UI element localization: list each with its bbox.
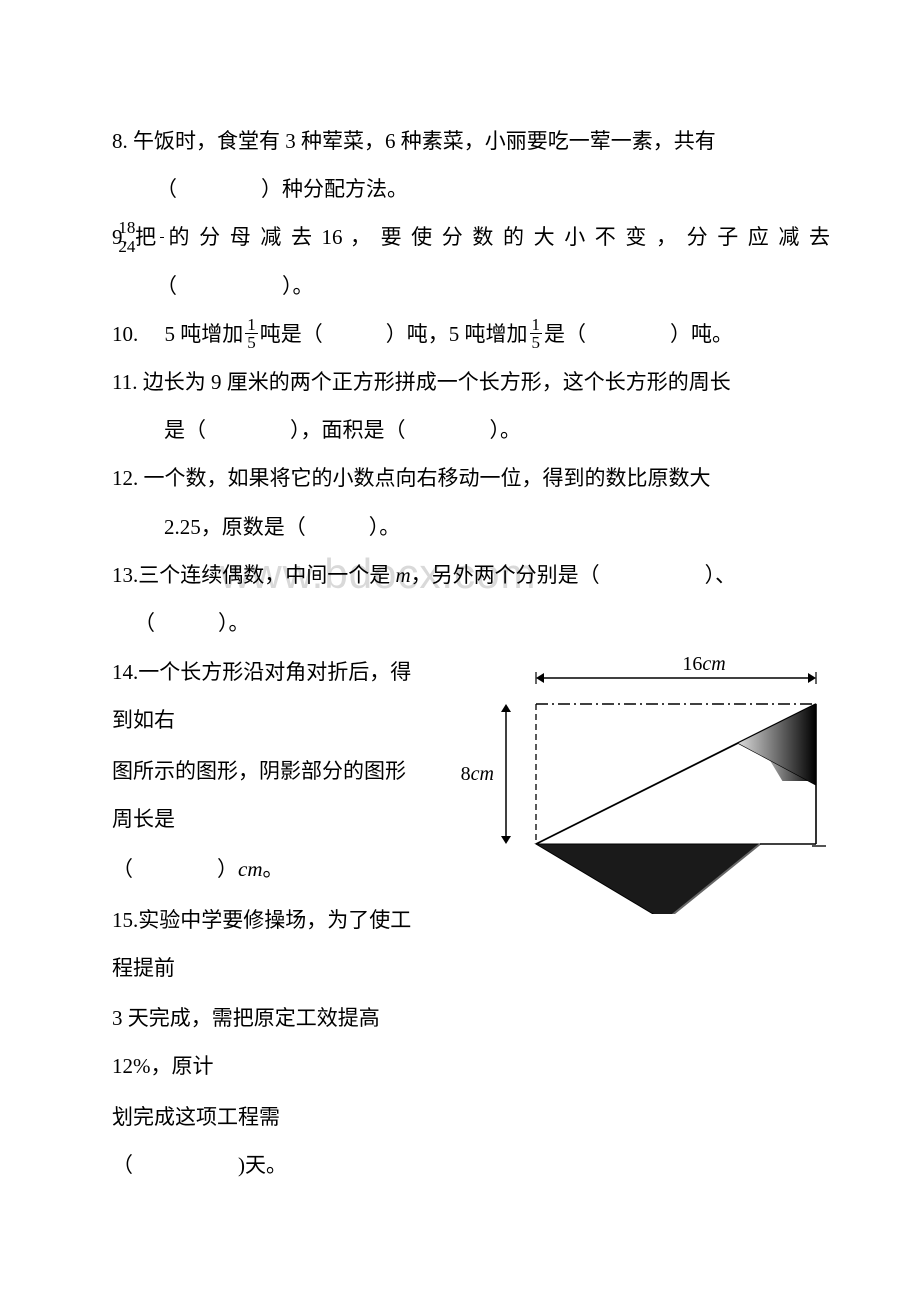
q11-line2-wrap: 是（ ），面积是（ ）。 xyxy=(112,407,830,453)
q9-num: 18 xyxy=(160,219,164,238)
document-body: 8. 午饭时，食堂有 3 种荤菜，6 种素菜，小丽要吃一荤一素，共有 （ ）种分… xyxy=(0,0,920,1191)
q14-cm: cm xyxy=(238,857,263,881)
question-12: 12. 一个数，如果将它的小数点向右移动一位，得到的数比原数大 xyxy=(112,455,830,501)
q9-fraction: 1824 xyxy=(160,219,164,256)
q14-l3a: （ ） xyxy=(112,857,238,881)
q9-b: 的 分 母 减 去 16 ， 要 使 分 数 的 大 小 不 变 ， 分 子 应… xyxy=(166,225,830,249)
q10-frac1: 15 xyxy=(245,316,258,353)
fold-diagram: 16cm 8cm xyxy=(456,654,836,914)
q9-den: 24 xyxy=(160,238,164,256)
q9-line2: （ ）。 xyxy=(156,274,314,298)
question-13: 13.三个连续偶数，中间一个是 m，另外两个分别是（ ）、 xyxy=(112,552,830,598)
q10-c: 是（ ）吨。 xyxy=(544,322,733,346)
q10-frac2: 15 xyxy=(530,316,543,353)
svg-text:8cm: 8cm xyxy=(461,763,494,785)
question-15-l2: 3 天完成，需把原定工效提高 12%，原计 xyxy=(112,994,412,1091)
q11-line1: 11. 边长为 9 厘米的两个正方形拼成一个长方形，这个长方形的周长 xyxy=(112,370,731,394)
q14-q15-text: 14.一个长方形沿对角对折后，得到如右 图所示的图形，阴影部分的图形周长是 （ … xyxy=(112,648,412,1191)
question-15-l3: 划完成这项工程需（ )天。 xyxy=(112,1093,412,1190)
question-8: 8. 午饭时，食堂有 3 种荤菜，6 种素菜，小丽要吃一荤一素，共有 xyxy=(112,118,830,164)
q10-a: 10. 5 吨增加 xyxy=(112,322,243,346)
q12-line2: 2.25，原数是（ ）。 xyxy=(164,515,400,539)
q8-line2: （ ）种分配方法。 xyxy=(156,177,408,201)
question-11: 11. 边长为 9 厘米的两个正方形拼成一个长方形，这个长方形的周长 xyxy=(112,359,830,405)
question-14-l1: 14.一个长方形沿对角对折后，得到如右 xyxy=(112,648,412,745)
q13-m: m xyxy=(396,563,411,587)
q11-line2: 是（ ），面积是（ ）。 xyxy=(164,418,521,442)
question-14-l2: 图所示的图形，阴影部分的图形周长是 xyxy=(112,747,412,844)
q15-l1: 15.实验中学要修操场，为了使工程提前 xyxy=(112,908,411,980)
q14-q15-row: 14.一个长方形沿对角对折后，得到如右 图所示的图形，阴影部分的图形周长是 （ … xyxy=(112,648,830,1191)
q8-line2-wrap: （ ）种分配方法。 xyxy=(112,166,830,212)
q8-line1: 8. 午饭时，食堂有 3 种荤菜，6 种素菜，小丽要吃一荤一素，共有 xyxy=(112,129,716,153)
q10-den1: 5 xyxy=(245,334,258,352)
q13-b: ，另外两个分别是（ ）、 xyxy=(411,563,737,587)
question-10: 10. 5 吨增加15吨是（ ）吨，5 吨增加15是（ ）吨。 xyxy=(112,311,830,357)
q12-line1: 12. 一个数，如果将它的小数点向右移动一位，得到的数比原数大 xyxy=(112,466,711,490)
q10-num1: 1 xyxy=(245,316,258,335)
q14-l3b: 。 xyxy=(263,857,284,881)
q13-line2: （ ）。 xyxy=(134,611,250,635)
q14-l2: 图所示的图形，阴影部分的图形周长是 xyxy=(112,759,406,831)
question-14-l3: （ ）cm。 xyxy=(112,845,412,893)
q13-a: 13.三个连续偶数，中间一个是 xyxy=(112,563,396,587)
q13-line2-wrap: （ ）。 xyxy=(112,600,830,646)
q9-line2-wrap: （ ）。 xyxy=(112,263,830,309)
q15-l2: 3 天完成，需把原定工效提高 12%，原计 xyxy=(112,1006,380,1078)
svg-text:16cm: 16cm xyxy=(682,654,725,675)
question-9: 9. 把1824的 分 母 减 去 16 ， 要 使 分 数 的 大 小 不 变… xyxy=(112,214,830,260)
q14-l1: 14.一个长方形沿对角对折后，得到如右 xyxy=(112,660,411,732)
q10-b: 吨是（ ）吨，5 吨增加 xyxy=(260,322,528,346)
q10-num2: 1 xyxy=(530,316,543,335)
question-15-l1: 15.实验中学要修操场，为了使工程提前 xyxy=(112,896,412,993)
q10-den2: 5 xyxy=(530,334,543,352)
diagram-column: 16cm 8cm xyxy=(412,648,830,1191)
q15-l3: 划完成这项工程需（ )天。 xyxy=(112,1105,287,1177)
q12-line2-wrap: 2.25，原数是（ ）。 xyxy=(112,504,830,550)
